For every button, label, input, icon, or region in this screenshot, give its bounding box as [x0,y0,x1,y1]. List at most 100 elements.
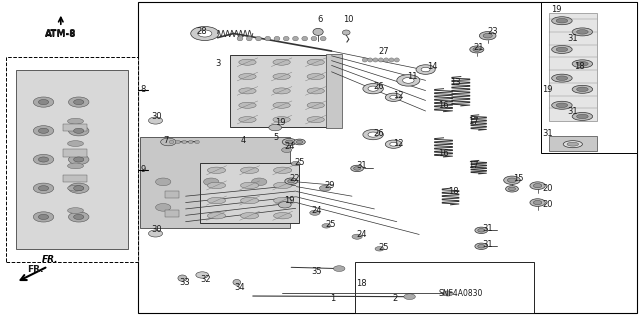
Text: 27: 27 [379,47,389,56]
Text: 31: 31 [568,107,578,116]
Circle shape [296,140,303,144]
Text: FR.: FR. [42,255,58,264]
Bar [165,191,179,198]
Bar [200,163,300,223]
Ellipse shape [307,102,324,108]
Ellipse shape [284,36,289,41]
Circle shape [74,214,84,219]
Text: 19: 19 [552,5,562,14]
Ellipse shape [182,140,187,144]
Circle shape [68,212,89,222]
Circle shape [443,291,453,296]
Text: 31: 31 [542,130,552,138]
Ellipse shape [207,212,226,219]
Circle shape [269,124,282,131]
Bar [63,149,87,157]
Circle shape [351,165,364,172]
Ellipse shape [273,182,292,189]
Text: 14: 14 [427,63,437,71]
Ellipse shape [302,36,308,41]
Ellipse shape [178,275,187,281]
Ellipse shape [239,88,256,94]
Circle shape [363,130,383,140]
Ellipse shape [563,141,582,148]
Circle shape [352,234,362,239]
Circle shape [282,147,292,152]
Text: 4: 4 [241,136,246,145]
Text: 26: 26 [374,130,384,138]
Circle shape [322,224,331,228]
Text: 5: 5 [274,133,279,142]
Ellipse shape [241,197,259,204]
Circle shape [404,294,415,300]
Text: 2: 2 [392,294,397,303]
Ellipse shape [389,58,394,62]
Ellipse shape [175,140,180,144]
Ellipse shape [68,185,83,191]
Text: 18: 18 [448,187,458,196]
Ellipse shape [239,59,256,65]
Circle shape [473,48,481,51]
Circle shape [475,227,488,234]
Text: 20: 20 [542,184,552,193]
Circle shape [74,157,84,162]
Circle shape [477,244,485,248]
Text: 16: 16 [438,101,449,110]
Circle shape [148,117,163,124]
Text: 15: 15 [513,174,524,183]
Circle shape [375,247,384,251]
Text: 12: 12 [393,91,403,100]
Text: 16: 16 [438,149,449,158]
Circle shape [363,84,383,94]
Circle shape [38,186,49,191]
Ellipse shape [567,142,579,146]
Ellipse shape [207,182,226,189]
Text: 28: 28 [196,27,207,36]
Circle shape [479,32,496,40]
Ellipse shape [274,36,280,41]
Ellipse shape [239,117,256,122]
Bar [165,210,179,217]
Text: 31: 31 [483,224,493,233]
Circle shape [68,183,89,193]
Bar [549,136,597,151]
Ellipse shape [577,114,588,119]
Ellipse shape [552,101,572,109]
Text: 23: 23 [488,27,498,36]
Text: SNF4A0830: SNF4A0830 [438,289,483,298]
Ellipse shape [572,113,593,121]
Text: 8: 8 [140,85,145,94]
Ellipse shape [239,74,256,79]
Ellipse shape [241,182,259,189]
Text: 13: 13 [451,78,461,87]
Circle shape [506,186,518,192]
Text: 1: 1 [330,294,335,303]
Ellipse shape [255,36,261,41]
Circle shape [33,183,54,193]
Ellipse shape [68,118,83,124]
Ellipse shape [394,58,399,62]
Circle shape [33,212,54,222]
Circle shape [403,78,414,83]
Circle shape [291,161,300,166]
Text: 35: 35 [312,267,322,276]
Ellipse shape [169,140,174,144]
Ellipse shape [362,58,367,62]
Circle shape [294,139,305,145]
Text: 24: 24 [356,230,367,239]
Circle shape [282,138,296,145]
Ellipse shape [241,167,259,174]
Circle shape [421,67,430,72]
Circle shape [196,272,209,278]
Circle shape [509,187,516,191]
Text: 26: 26 [374,82,384,91]
Ellipse shape [307,74,324,79]
Ellipse shape [373,58,378,62]
Circle shape [533,183,542,188]
Text: 25: 25 [294,158,305,167]
Ellipse shape [292,36,298,41]
Ellipse shape [68,141,83,146]
Text: 30: 30 [152,112,162,121]
Bar [549,13,597,121]
Text: 24: 24 [312,206,322,215]
